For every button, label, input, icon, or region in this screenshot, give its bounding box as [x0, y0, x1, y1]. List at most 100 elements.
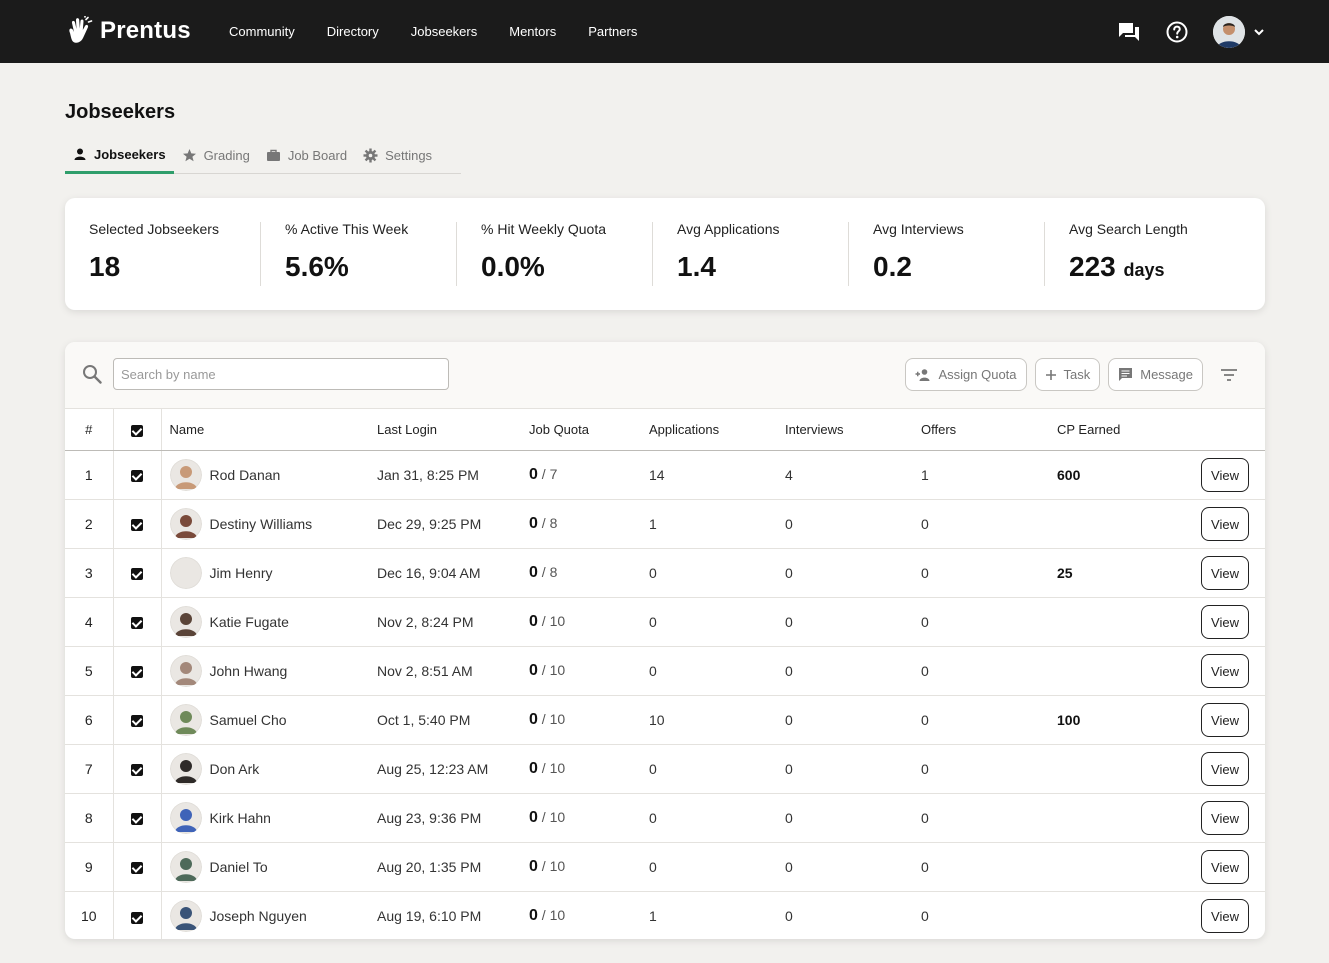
gear-icon: [363, 148, 378, 163]
row-checkbox-cell[interactable]: [113, 695, 162, 745]
cp-earned: [1057, 744, 1177, 794]
view-button[interactable]: View: [1201, 507, 1249, 541]
row-checkbox[interactable]: [131, 813, 143, 826]
table-row[interactable]: 5 John Hwang Nov 2, 8:51 AM 0 / 10 0 0 0…: [65, 646, 1265, 696]
avatar[interactable]: [169, 802, 202, 834]
tab-job-board[interactable]: Job Board: [258, 137, 355, 173]
table-row[interactable]: 2 Destiny Williams Dec 29, 9:25 PM 0 / 8…: [65, 499, 1265, 549]
row-checkbox[interactable]: [131, 862, 143, 875]
view-button[interactable]: View: [1201, 850, 1249, 884]
row-checkbox-cell[interactable]: [113, 793, 162, 843]
avatar[interactable]: [169, 900, 202, 933]
column-header-cp-earned[interactable]: CP Earned: [1057, 408, 1177, 451]
table-row[interactable]: 10 Joseph Nguyen Aug 19, 6:10 PM 0 / 10 …: [65, 891, 1265, 940]
row-checkbox[interactable]: [131, 519, 143, 532]
row-checkbox-cell[interactable]: [113, 597, 162, 647]
jobseeker-name[interactable]: Kirk Hahn: [209, 810, 271, 826]
avatar[interactable]: [169, 851, 202, 883]
row-checkbox-cell[interactable]: [113, 450, 162, 500]
quota-total: / 10: [541, 907, 566, 924]
row-checkbox[interactable]: [131, 715, 143, 728]
message-button[interactable]: Message: [1108, 358, 1203, 391]
assign-quota-button[interactable]: Assign Quota: [905, 358, 1027, 391]
last-login: Aug 25, 12:23 AM: [377, 744, 529, 794]
avatar[interactable]: [169, 704, 202, 736]
stat-selected-jobseekers: Selected Jobseekers 18: [89, 198, 285, 310]
jobseeker-name[interactable]: Daniel To: [209, 859, 268, 875]
nav-link-directory[interactable]: Directory: [326, 24, 379, 39]
view-button[interactable]: View: [1201, 654, 1249, 688]
nav-link-jobseekers[interactable]: Jobseekers: [410, 24, 478, 39]
last-login: Nov 2, 8:51 AM: [377, 646, 529, 696]
row-checkbox-cell[interactable]: [113, 646, 162, 696]
filter-button[interactable]: [1215, 361, 1243, 389]
column-header-job-quota[interactable]: Job Quota: [529, 408, 649, 451]
avatar[interactable]: [169, 753, 202, 785]
jobseeker-name[interactable]: Joseph Nguyen: [209, 908, 307, 925]
view-button[interactable]: View: [1201, 899, 1249, 934]
column-header-offers[interactable]: Offers: [921, 408, 1057, 451]
last-login: Aug 19, 6:10 PM: [377, 908, 482, 925]
table-row[interactable]: 4 Katie Fugate Nov 2, 8:24 PM 0 / 10 0 0…: [65, 597, 1265, 647]
nav-link-mentors[interactable]: Mentors: [509, 24, 557, 39]
row-checkbox-cell[interactable]: [113, 548, 162, 598]
tab-grading[interactable]: Grading: [174, 137, 258, 173]
view-button[interactable]: View: [1201, 556, 1249, 590]
column-header-applications[interactable]: Applications: [649, 408, 785, 451]
jobseeker-name[interactable]: Samuel Cho: [209, 712, 287, 728]
row-checkbox[interactable]: [131, 666, 143, 679]
jobseeker-name[interactable]: Jim Henry: [209, 565, 273, 581]
avatar[interactable]: [169, 606, 202, 638]
profile-menu[interactable]: [1213, 15, 1265, 48]
help-circle-icon[interactable]: [1165, 20, 1189, 44]
nav-link-community[interactable]: Community: [229, 24, 295, 39]
chat-icon[interactable]: [1117, 20, 1141, 44]
tab-settings[interactable]: Settings: [355, 137, 440, 173]
column-header-interviews[interactable]: Interviews: [785, 408, 921, 451]
name-cell: Joseph Nguyen: [161, 892, 377, 940]
jobseeker-name[interactable]: Destiny Williams: [209, 516, 313, 532]
row-checkbox-cell[interactable]: [113, 499, 162, 549]
column-header-last-login[interactable]: Last Login: [377, 408, 529, 451]
jobseeker-name[interactable]: Don Ark: [209, 761, 260, 777]
brand-logo[interactable]: Prentus: [64, 16, 191, 46]
row-checkbox[interactable]: [131, 911, 143, 924]
nav-link-partners[interactable]: Partners: [588, 24, 638, 39]
view-button[interactable]: View: [1201, 752, 1249, 786]
jobseeker-name[interactable]: Rod Danan: [209, 467, 281, 483]
row-checkbox[interactable]: [131, 764, 143, 777]
row-checkbox[interactable]: [131, 568, 143, 581]
task-button[interactable]: Task: [1034, 358, 1101, 391]
select-all-checkbox-cell[interactable]: [113, 408, 162, 451]
row-checkbox[interactable]: [131, 617, 143, 630]
tab-label: Settings: [385, 147, 433, 163]
tab-jobseekers[interactable]: Jobseekers: [65, 137, 174, 174]
row-checkbox-cell[interactable]: [113, 842, 162, 892]
table-row[interactable]: 6 Samuel Cho Oct 1, 5:40 PM 0 / 10 10 0 …: [65, 695, 1265, 745]
cp-earned: [1057, 597, 1177, 647]
quota-done: 0: [529, 662, 538, 679]
view-button[interactable]: View: [1201, 458, 1249, 492]
view-button[interactable]: View: [1201, 801, 1249, 835]
avatar[interactable]: [169, 459, 202, 491]
avatar[interactable]: [169, 557, 202, 589]
jobseeker-name[interactable]: Katie Fugate: [209, 614, 289, 630]
view-button[interactable]: View: [1201, 605, 1249, 639]
table-row[interactable]: 9 Daniel To Aug 20, 1:35 PM 0 / 10 0 0 0…: [65, 842, 1265, 892]
table-row[interactable]: 1 Rod Danan Jan 31, 8:25 PM 0 / 7 14 4 1…: [65, 450, 1265, 500]
table-row[interactable]: 8 Kirk Hahn Aug 23, 9:36 PM 0 / 10 0 0 0…: [65, 793, 1265, 843]
row-checkbox-cell[interactable]: [113, 744, 162, 794]
avatar[interactable]: [169, 655, 202, 687]
search-input[interactable]: [113, 358, 449, 390]
table-row[interactable]: 7 Don Ark Aug 25, 12:23 AM 0 / 10 0 0 0 …: [65, 744, 1265, 794]
name-wrap: Don Ark: [169, 753, 378, 785]
view-button[interactable]: View: [1201, 703, 1249, 737]
row-number: 8: [65, 793, 114, 843]
column-header-name[interactable]: Name: [161, 408, 377, 451]
row-checkbox[interactable]: [131, 470, 143, 483]
select-all-checkbox[interactable]: [131, 424, 143, 437]
table-row[interactable]: 3 Jim Henry Dec 16, 9:04 AM 0 / 8 0 0 0 …: [65, 548, 1265, 598]
jobseeker-name[interactable]: John Hwang: [209, 663, 288, 679]
row-checkbox-cell[interactable]: [113, 891, 162, 939]
avatar[interactable]: [169, 508, 202, 540]
